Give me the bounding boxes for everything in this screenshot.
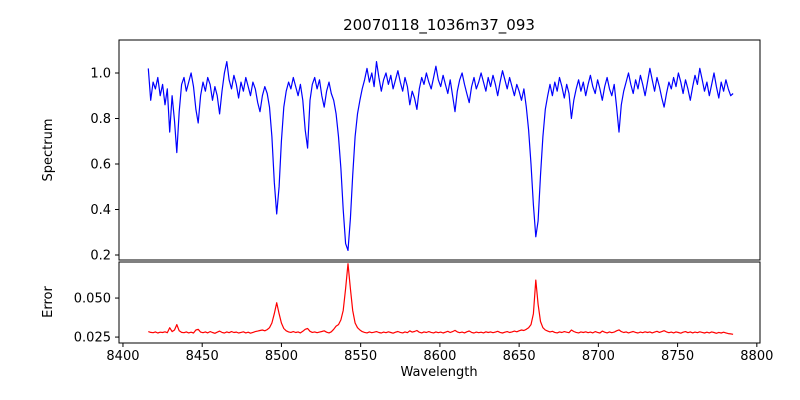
y-axis-label-spectrum: Spectrum <box>41 119 56 182</box>
error-panel: 0.025 0.050 <box>74 261 761 346</box>
x-tick-label: 8650 <box>503 349 536 364</box>
error-line <box>148 263 734 335</box>
x-tick-label: 8450 <box>186 349 219 364</box>
plot-layers: 0.2 0.4 0.6 0.8 1.0 0.025 0.050 8400 8450 8500 855… <box>74 39 773 364</box>
x-tick-label: 8500 <box>265 349 298 364</box>
y-axis-label-error: Error <box>41 286 56 318</box>
error-y-tick-label: 0.050 <box>74 292 111 307</box>
error-y-tick-label: 0.025 <box>74 331 111 346</box>
spectrum-panel: 0.2 0.4 0.6 0.8 1.0 <box>90 39 761 263</box>
x-tick-label: 8600 <box>423 349 456 364</box>
x-tick-label: 8700 <box>582 349 615 364</box>
spectrum-y-tick-label: 0.6 <box>90 157 111 172</box>
spectrum-frame <box>118 39 761 261</box>
spectrum-y-tick-label: 0.4 <box>90 203 111 218</box>
x-tick-label: 8800 <box>740 349 773 364</box>
spectrum-y-tick-label: 0.2 <box>90 248 111 263</box>
x-axis: 8400 8450 8500 8550 8600 8650 8700 8750 8800 <box>106 343 773 364</box>
spectrum-line <box>147 60 734 251</box>
plot-title: 20070118_1036m37_093 <box>343 16 535 35</box>
x-tick-label: 8550 <box>344 349 377 364</box>
x-tick-label: 8400 <box>106 349 139 364</box>
x-tick-label: 8750 <box>661 349 694 364</box>
spectrum-y-tick-label: 1.0 <box>90 66 111 81</box>
spectrum-y-tick-label: 0.8 <box>90 112 111 127</box>
x-axis-label: Wavelength <box>400 365 477 380</box>
